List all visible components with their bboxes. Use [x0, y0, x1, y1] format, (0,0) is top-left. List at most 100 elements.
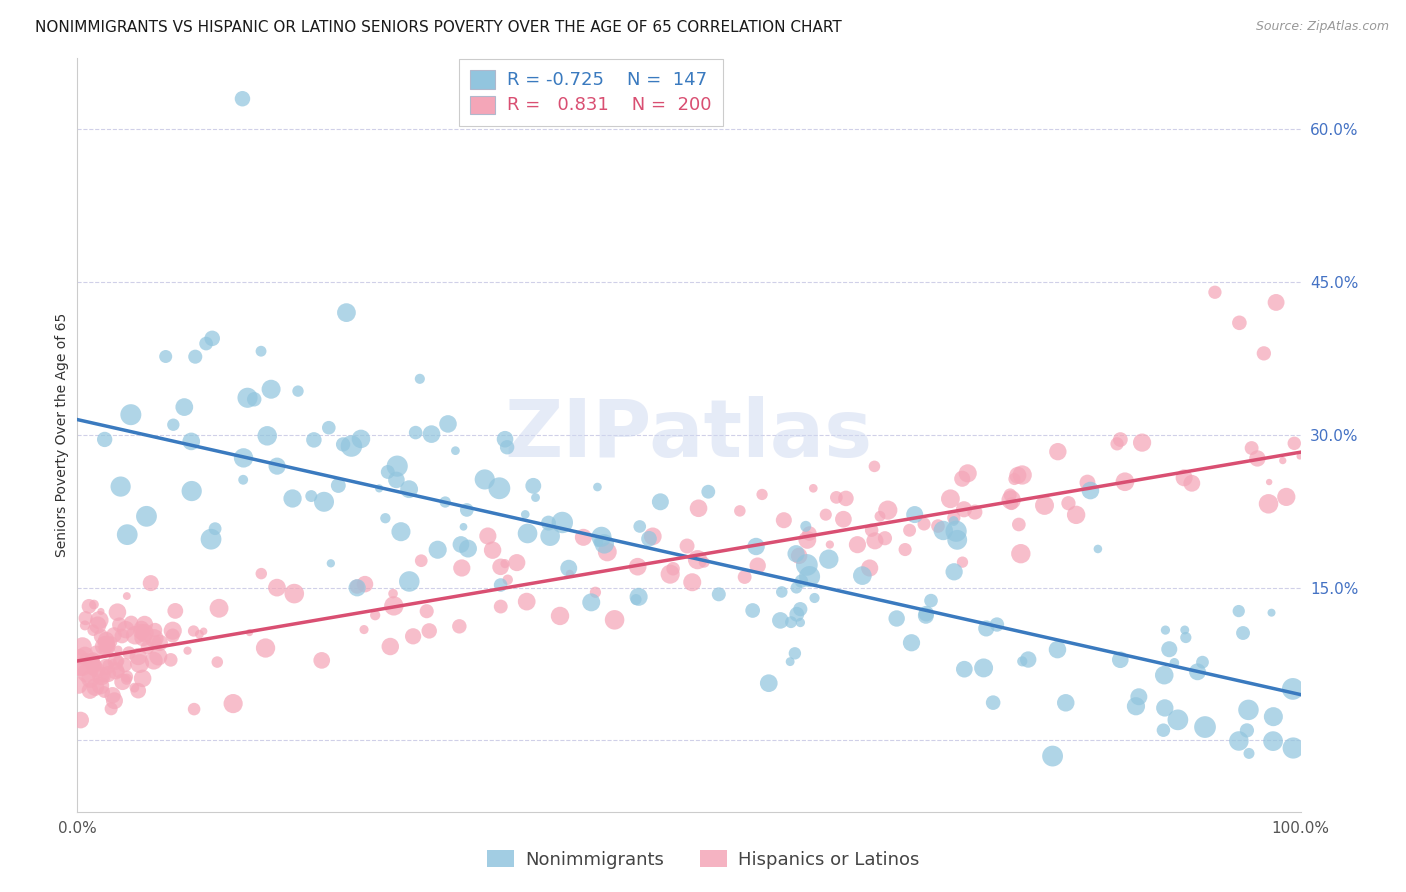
Point — [115, 589, 138, 603]
Point — [176, 643, 198, 657]
Point — [572, 530, 595, 544]
Point — [786, 607, 808, 622]
Point — [149, 636, 172, 650]
Point — [415, 604, 437, 618]
Point — [942, 514, 965, 528]
Y-axis label: Seniors Poverty Over the Age of 65: Seniors Poverty Over the Age of 65 — [55, 313, 69, 557]
Point — [952, 555, 974, 569]
Point — [1173, 471, 1195, 485]
Point — [254, 640, 277, 655]
Point — [489, 578, 512, 592]
Point — [188, 627, 211, 641]
Point — [799, 526, 821, 541]
Point — [73, 618, 96, 632]
Point — [162, 628, 184, 642]
Point — [208, 601, 231, 615]
Point — [281, 491, 304, 506]
Point — [583, 585, 606, 599]
Point — [84, 656, 107, 670]
Point — [586, 480, 609, 494]
Point — [134, 626, 156, 640]
Point — [143, 632, 166, 646]
Point — [1194, 720, 1216, 734]
Point — [93, 639, 115, 653]
Point — [139, 576, 162, 591]
Point — [299, 489, 322, 503]
Point — [79, 651, 101, 665]
Point — [946, 533, 969, 547]
Point — [80, 653, 103, 667]
Point — [548, 609, 571, 624]
Point — [354, 577, 377, 591]
Point — [506, 556, 529, 570]
Point — [114, 658, 136, 673]
Point — [1042, 749, 1064, 764]
Point — [456, 503, 478, 517]
Point — [377, 465, 399, 479]
Point — [328, 478, 350, 492]
Point — [474, 472, 496, 486]
Point — [120, 615, 142, 630]
Point — [398, 574, 420, 589]
Point — [873, 531, 896, 545]
Point — [863, 459, 886, 474]
Point — [814, 508, 837, 522]
Point — [97, 667, 120, 681]
Point — [915, 607, 938, 621]
Point — [418, 624, 440, 638]
Point — [581, 595, 603, 609]
Point — [426, 542, 449, 557]
Point — [1080, 483, 1102, 498]
Point — [516, 526, 538, 541]
Point — [662, 562, 685, 576]
Point — [159, 653, 181, 667]
Point — [1000, 492, 1022, 507]
Point — [1232, 626, 1254, 640]
Point — [437, 417, 460, 431]
Point — [402, 629, 425, 643]
Point — [108, 617, 131, 632]
Point — [457, 541, 479, 556]
Point — [96, 638, 118, 652]
Point — [591, 530, 613, 544]
Point — [335, 305, 357, 319]
Point — [799, 569, 821, 583]
Point — [89, 679, 111, 693]
Point — [1007, 468, 1029, 483]
Point — [1046, 444, 1069, 458]
Point — [389, 524, 412, 539]
Point — [411, 554, 433, 568]
Point — [524, 491, 547, 505]
Point — [1017, 652, 1039, 666]
Point — [380, 640, 402, 654]
Point — [659, 567, 682, 582]
Point — [124, 681, 146, 695]
Point — [385, 473, 408, 487]
Point — [904, 508, 927, 522]
Point — [83, 658, 105, 673]
Point — [779, 655, 801, 669]
Point — [794, 519, 817, 533]
Point — [558, 561, 581, 575]
Point — [650, 495, 672, 509]
Point — [522, 479, 544, 493]
Point — [945, 524, 967, 539]
Point — [1275, 490, 1298, 504]
Point — [1181, 476, 1204, 491]
Point — [236, 391, 259, 405]
Point — [481, 543, 503, 558]
Point — [932, 524, 955, 538]
Point — [1229, 316, 1251, 330]
Point — [942, 510, 965, 524]
Point — [346, 581, 368, 595]
Point — [627, 590, 650, 604]
Point — [134, 617, 156, 632]
Point — [353, 623, 375, 637]
Point — [1174, 631, 1197, 645]
Point — [803, 591, 825, 605]
Point — [222, 697, 245, 711]
Point — [953, 662, 976, 676]
Point — [96, 659, 118, 673]
Point — [131, 631, 153, 645]
Point — [232, 450, 254, 465]
